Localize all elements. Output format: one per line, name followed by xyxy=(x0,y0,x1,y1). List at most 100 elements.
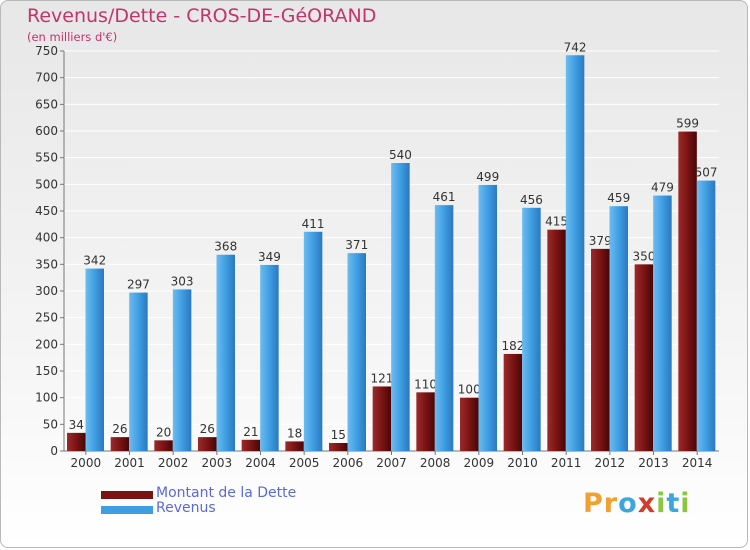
y-tick-label: 500 xyxy=(35,177,58,191)
x-tick-label: 2014 xyxy=(682,456,713,470)
chart-subtitle: (en milliers d'€) xyxy=(27,30,118,44)
x-tick-label: 2011 xyxy=(551,456,582,470)
y-tick-label: 700 xyxy=(35,71,58,85)
bar-revenus xyxy=(172,289,192,451)
bar-dette xyxy=(154,440,173,451)
x-tick-label: 2013 xyxy=(638,456,669,470)
bar-dette xyxy=(547,229,566,451)
bar-dette xyxy=(110,437,130,451)
data-label-dette: 26 xyxy=(112,422,127,436)
bar-revenus xyxy=(85,268,104,451)
bar-dette xyxy=(372,386,392,451)
bar-dette xyxy=(67,432,86,451)
data-label-revenus: 303 xyxy=(171,274,194,288)
bar-revenus xyxy=(129,292,148,451)
data-label-revenus: 479 xyxy=(651,181,674,195)
bar-revenus xyxy=(609,206,628,451)
legend-swatch-revenus xyxy=(101,506,153,514)
x-tick-label: 2002 xyxy=(158,456,189,470)
y-tick-label: 50 xyxy=(43,417,58,431)
bar-revenus xyxy=(303,231,323,451)
proxiti-logo[interactable]: Proxiti xyxy=(583,488,691,519)
logo-letter: o xyxy=(618,488,638,519)
data-label-dette: 15 xyxy=(331,428,346,442)
data-label-dette: 100 xyxy=(458,383,481,397)
logo-letter: i xyxy=(656,488,667,519)
data-label-revenus: 349 xyxy=(258,250,281,264)
bar-revenus xyxy=(434,205,454,451)
data-label-dette: 34 xyxy=(69,418,84,432)
y-tick-label: 750 xyxy=(35,44,58,58)
data-label-revenus: 499 xyxy=(476,170,499,184)
bar-revenus xyxy=(478,184,497,451)
data-label-revenus: 507 xyxy=(695,166,718,180)
data-label-revenus: 371 xyxy=(345,238,368,252)
y-tick-label: 300 xyxy=(35,284,58,298)
bar-revenus xyxy=(565,55,585,452)
x-tick-label: 2007 xyxy=(376,456,407,470)
legend-label-dette: Montant de la Dette xyxy=(156,485,297,501)
y-tick-label: 150 xyxy=(35,364,58,378)
bar-revenus xyxy=(522,207,541,451)
logo-letter: r xyxy=(603,488,619,519)
data-label-dette: 110 xyxy=(414,377,437,391)
y-tick-label: 200 xyxy=(35,337,58,351)
y-tick-label: 0 xyxy=(50,444,58,458)
data-label-dette: 20 xyxy=(156,425,171,439)
logo-letter: i xyxy=(680,488,691,519)
x-tick-label: 2010 xyxy=(507,456,538,470)
data-label-revenus: 368 xyxy=(214,240,237,254)
data-label-dette: 121 xyxy=(370,371,393,385)
y-tick-label: 350 xyxy=(35,257,58,271)
data-label-dette: 415 xyxy=(545,215,568,229)
bar-revenus xyxy=(653,195,672,451)
data-label-dette: 18 xyxy=(287,426,302,440)
logo-letter: t xyxy=(666,488,681,519)
data-label-revenus: 456 xyxy=(520,193,543,207)
x-tick-label: 2003 xyxy=(202,456,233,470)
y-tick-label: 250 xyxy=(35,311,58,325)
legend-label-revenus: Revenus xyxy=(156,500,216,516)
y-tick-label: 600 xyxy=(35,124,58,138)
bar-revenus xyxy=(391,163,410,451)
x-tick-label: 2000 xyxy=(71,456,102,470)
data-label-dette: 379 xyxy=(589,234,612,248)
chart-title: Revenus/Dette - CROS-DE-GéORAND xyxy=(27,5,377,27)
logo-letter: x xyxy=(637,488,657,519)
logo-letter: P xyxy=(583,488,604,519)
bar-dette xyxy=(241,439,261,451)
data-label-dette: 182 xyxy=(501,339,524,353)
bar-dette xyxy=(460,397,479,451)
data-label-revenus: 342 xyxy=(83,254,106,268)
bar-dette xyxy=(591,248,610,451)
bar-revenus xyxy=(347,253,366,451)
data-label-dette: 599 xyxy=(676,117,699,131)
x-tick-label: 2005 xyxy=(289,456,320,470)
bar-revenus xyxy=(696,180,716,451)
x-tick-label: 2012 xyxy=(595,456,626,470)
data-label-revenus: 540 xyxy=(389,148,412,162)
bar-dette xyxy=(678,131,697,452)
x-tick-label: 2009 xyxy=(464,456,495,470)
x-tick-label: 2001 xyxy=(114,456,145,470)
x-tick-label: 2006 xyxy=(333,456,364,470)
bar-dette xyxy=(329,443,348,451)
bar-revenus xyxy=(260,264,279,451)
data-label-dette: 21 xyxy=(243,425,258,439)
y-tick-label: 650 xyxy=(35,97,58,111)
data-label-revenus: 459 xyxy=(607,191,630,205)
y-tick-label: 550 xyxy=(35,151,58,165)
data-label-revenus: 297 xyxy=(127,278,150,292)
bar-dette xyxy=(634,264,654,451)
x-tick-label: 2008 xyxy=(420,456,451,470)
bar-dette xyxy=(503,353,523,451)
y-tick-label: 400 xyxy=(35,231,58,245)
data-label-revenus: 411 xyxy=(302,217,325,231)
data-label-revenus: 461 xyxy=(433,190,456,204)
x-tick-label: 2004 xyxy=(245,456,276,470)
legend-swatch-dette xyxy=(101,491,153,499)
data-label-dette: 26 xyxy=(200,422,215,436)
bar-dette xyxy=(416,392,435,451)
